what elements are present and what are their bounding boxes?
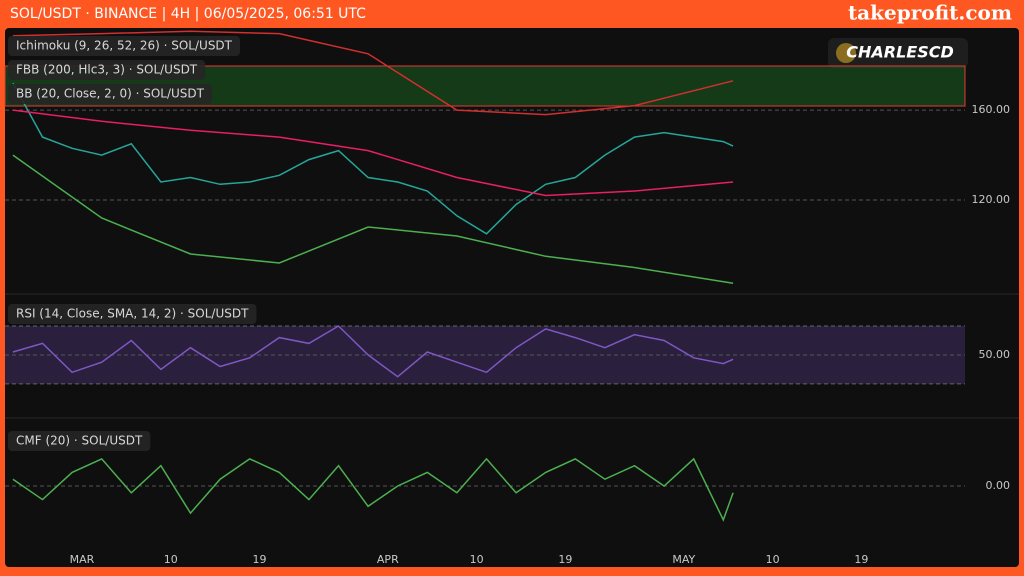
x-tick-label: 19 [558, 553, 572, 566]
x-tick-label: 10 [766, 553, 780, 566]
series-line [12, 109, 734, 197]
series-line [12, 82, 734, 235]
legend-entry: RSI (14, Close, SMA, 14, 2) · SOL/USDT [16, 307, 249, 321]
x-tick-label: APR [377, 553, 399, 566]
x-tick-label: MAY [672, 553, 695, 566]
avatar [836, 43, 856, 63]
series-line [12, 325, 734, 378]
y-tick-label: 50.00 [979, 348, 1011, 361]
legend-entry: BB (20, Close, 2, 0) · SOL/USDT [16, 87, 205, 101]
brand: takeprofit.com [848, 1, 1012, 25]
x-tick-label: 19 [253, 553, 267, 566]
series-line [12, 457, 734, 522]
y-tick-label: 160.00 [972, 103, 1011, 116]
legend-box [8, 431, 151, 451]
x-tick-label: 10 [164, 553, 178, 566]
x-tick-label: 19 [854, 553, 868, 566]
series-line [12, 30, 734, 116]
legend-box [8, 36, 241, 56]
chart-background [5, 28, 1019, 567]
watermark: CHARLESCD [846, 43, 954, 62]
legend-entry: FBB (200, Hlc3, 3) · SOL/USDT [16, 63, 198, 77]
watermark-box [828, 38, 968, 68]
series-line [12, 154, 734, 285]
x-tick-label: MAR [70, 553, 95, 566]
legend-entry: Ichimoku (9, 26, 52, 26) · SOL/USDT [16, 39, 233, 53]
header-title: SOL/USDT · BINANCE | 4H | 06/05/2025, 06… [10, 6, 366, 22]
y-tick-label: 120.00 [972, 193, 1011, 206]
legend-box [8, 84, 212, 104]
x-tick-label: 10 [470, 553, 484, 566]
legend-box [8, 60, 206, 80]
legend-box [8, 304, 257, 324]
y-tick-label: 0.00 [986, 479, 1011, 492]
legend-entry: CMF (20) · SOL/USDT [16, 434, 143, 448]
